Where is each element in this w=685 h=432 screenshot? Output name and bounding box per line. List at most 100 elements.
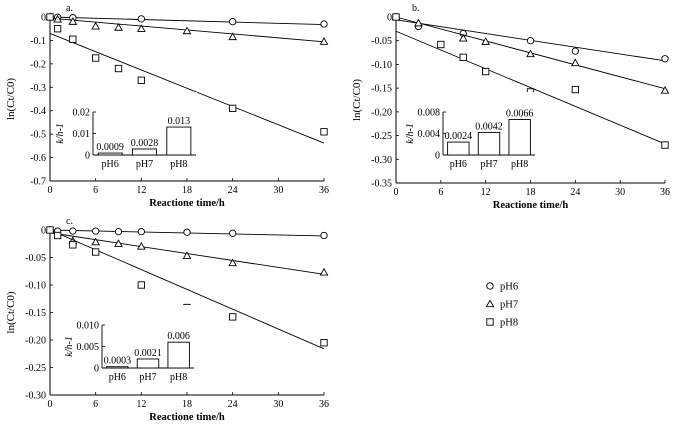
- panel-2-point-ph6: [661, 55, 669, 63]
- panel-1-fit-line-ph6: [49, 16, 325, 26]
- panel-1-y-tick-label: -0.2: [30, 59, 46, 70]
- panel-2-point-ph8: [437, 40, 445, 49]
- panel-3-point-ph6: [183, 228, 191, 236]
- panel-2-x-tick-label: 18: [526, 187, 536, 198]
- panel-3-y-tick-label: -0.05: [25, 253, 46, 264]
- panel-1-x-axis-label: Reactione time/h: [149, 198, 225, 209]
- panel-3-inset-value-label: 0.0021: [134, 348, 162, 359]
- panel-1-inset-y-axis-label: k/h-1: [55, 123, 66, 144]
- panel-1-y-tick-label: -0.3: [30, 83, 46, 94]
- panel-3-x-tick-label: 6: [93, 399, 98, 410]
- panel-1-point-ph8: [53, 25, 62, 33]
- panel-3-point-ph8: [69, 241, 77, 249]
- panel-2-x-tick-label: 0: [394, 187, 399, 198]
- panel-1-inset-value-label: 0.0009: [96, 142, 124, 153]
- legend-label-ph7: pH7: [500, 300, 518, 311]
- panel-2-y-tick-label: -0.10: [371, 60, 392, 71]
- panel-1-y-tick-label: -0.6: [30, 153, 46, 164]
- panel-3-inset-category-label: pH6: [109, 372, 126, 383]
- legend-label-ph6: pH6: [500, 282, 518, 293]
- panel-1-inset-bar-ph8: [166, 126, 192, 156]
- panel-3-point-ph6: [137, 227, 145, 236]
- panel-2-x-tick-label: 30: [615, 187, 625, 198]
- panel-3-x-tick-label: 12: [136, 399, 146, 410]
- panel-1-x-tick-label: 30: [273, 185, 283, 196]
- panel-1-inset-value-label: 0.013: [168, 116, 191, 127]
- panel-2-point-ph8: [482, 67, 490, 76]
- panel-2-point-ph7: [660, 86, 670, 94]
- panel-3-x-axis-label: Reactione time/h: [149, 412, 225, 423]
- panel-1-point-ph6: [229, 18, 237, 26]
- panel-3-inset-y-tick-label: 0.005: [77, 342, 100, 353]
- panel-2-inset-category-label: pH7: [480, 159, 497, 170]
- panel-3-inset-y-tick-label: 0.010: [77, 321, 100, 332]
- panel-3-inset-value-label: 0.0003: [104, 356, 132, 367]
- panel-3: 0 6 12 18 24 30 36 0 -0.05 -0.10 -0.15 -0.20 -0.25 -0…: [5, 216, 329, 423]
- panel-3-point-ph7: [136, 241, 146, 250]
- panel-3-point-ph6: [320, 231, 328, 240]
- panel-3-point-ph6: [92, 227, 100, 235]
- panel-1-inset-category-label: pH7: [136, 159, 153, 170]
- panel-1-x-tick-label: 12: [136, 185, 146, 196]
- panel-3-inset-category-label: pH7: [139, 372, 156, 383]
- legend-marker-ph6: [486, 282, 494, 290]
- panel-1-y-tick-label: -0.1: [30, 36, 46, 47]
- panel-1-x-tick-label: 18: [182, 185, 192, 196]
- panel-3-y-tick-label: -0.25: [25, 363, 46, 374]
- legend-marker-ph8: [486, 318, 494, 326]
- panel-1-point-ph8: [137, 76, 145, 84]
- panel-2-inset-y-axis-label: k/h-1: [405, 123, 416, 144]
- panel-2-inset-bar-ph7: [477, 131, 501, 156]
- panel-2-point-ph6: [526, 37, 535, 45]
- panel-2-y-tick-label: -0.35: [371, 179, 392, 190]
- panel-3-inset-value-label: 0.006: [167, 331, 190, 342]
- panel-1-inset: 0 0.01 0.02 0.0009 pH6 0.0028 pH7 0.013 pH8 k/h-1: [55, 92, 197, 170]
- panel-1-x-tick-label: 24: [228, 185, 238, 196]
- panel-1-fit-line-ph8: [49, 32, 325, 144]
- panel-3-y-tick-label: -0.30: [25, 391, 46, 402]
- panel-1-point-ph8: [46, 13, 54, 21]
- panel-3-inset-category-label: pH8: [170, 372, 187, 383]
- panel-3-x-tick-label: 0: [48, 399, 53, 410]
- panel-1-point-ph7: [53, 14, 62, 23]
- panel-2-panel-label: b.: [412, 3, 420, 14]
- panel-1-panel-label: a.: [66, 3, 73, 14]
- panel-1-inset-y-tick-label: 0.02: [73, 108, 91, 119]
- panel-1-point-ph7: [319, 37, 329, 45]
- panel-3-x-tick-label: 24: [228, 399, 238, 410]
- legend: pH6 pH7 pH8: [485, 282, 518, 329]
- panel-1-point-ph8: [114, 64, 123, 73]
- panel-2-y-tick-label: -0.30: [371, 155, 392, 166]
- panel-1-inset-category-label: pH6: [102, 159, 119, 170]
- panel-3-y-axis-label: ln(Ct/C0): [5, 291, 17, 334]
- panel-1-x-tick-label: 6: [93, 185, 98, 196]
- panel-2-x-tick-label: 12: [481, 187, 491, 198]
- panel-2-inset-category-label: pH6: [450, 159, 467, 170]
- panel-3-point-ph7: [319, 267, 329, 276]
- panel-2-point-ph8: [661, 141, 669, 149]
- panel-2-inset-value-label: 0.0066: [506, 109, 534, 120]
- panel-2-point-ph7: [458, 33, 468, 42]
- panel-1-point-ph8: [229, 104, 237, 113]
- panel-3-x-tick-label: 36: [319, 399, 329, 410]
- panel-2-inset-y-tick-label: 0.008: [418, 108, 441, 119]
- panel-3-inset-bar-ph7: [136, 358, 160, 369]
- panel-2: 0 6 12 18 24 30 36 0 -0.05 -0.10 -0.15 -0.20 -0.25 -0…: [351, 3, 670, 211]
- panel-3-inset-y-axis-label: k/h-1: [64, 336, 75, 357]
- panel-3-panel-label: c.: [66, 216, 73, 227]
- panel-2-inset-bar-ph8: [508, 119, 531, 156]
- panel-2-x-tick-label: 24: [570, 187, 580, 198]
- panel-3-y-tick-label: -0.20: [25, 336, 46, 347]
- panel-3-point-ph7: [182, 251, 192, 259]
- panel-1-inset-y-tick-label: 0: [85, 151, 90, 162]
- panel-2-point-ph7: [570, 58, 580, 67]
- panel-3-point-ph8: [92, 248, 100, 256]
- panel-1-point-ph7: [91, 21, 101, 30]
- panel-2-point-ph8: [571, 85, 579, 94]
- panel-2-y-tick-label: -0.20: [371, 107, 392, 118]
- panel-3-point-ph6: [114, 227, 123, 236]
- panel-1-inset-bar-ph7: [132, 148, 157, 156]
- panel-3-y-tick-label: -0.10: [25, 281, 46, 292]
